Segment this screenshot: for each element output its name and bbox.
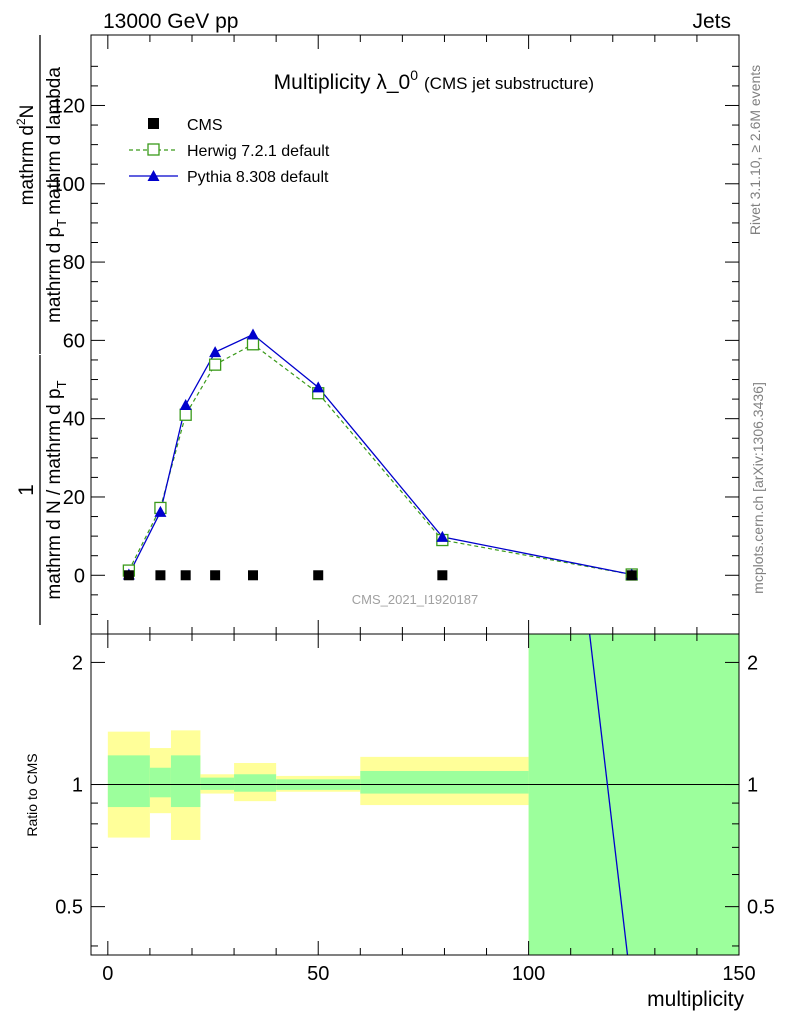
cms-markers — [123, 570, 637, 581]
pythia-point — [312, 381, 325, 393]
y-tick-label-main: 0 — [74, 565, 85, 587]
ratio-pythia-line — [588, 633, 629, 956]
x-tick-label: 0 — [102, 963, 113, 985]
ratio-band-inner-2 — [170, 755, 201, 808]
y-label-factor-num-tail: N — [17, 105, 38, 119]
x-tick-label: 100 — [512, 963, 545, 985]
x-tick-label: 150 — [722, 963, 755, 985]
legend-cms-marker — [148, 118, 159, 129]
y-label-denominator-sub: T — [54, 380, 69, 388]
y-tick-label-ratio-right: 0.5 — [747, 897, 775, 919]
y-tick-label-ratio-right: 1 — [747, 775, 758, 797]
herwig-point — [179, 408, 192, 421]
y-label-numerator: 1 — [15, 484, 38, 496]
chart-subtitle: (CMS jet substructure) — [424, 74, 594, 93]
y-axis-label: 1 mathrm d N / mathrm d pT mathrm d2N ma… — [14, 35, 69, 625]
cms-point — [155, 570, 166, 581]
x-axis-label: multiplicity — [647, 988, 744, 1011]
cms-point — [626, 570, 637, 581]
pythia-point — [209, 346, 222, 358]
ratio-band-inner-6 — [360, 770, 529, 794]
cms-point — [123, 570, 134, 581]
pythia-point — [247, 328, 259, 340]
analysis-watermark: CMS_2021_I1920187 — [352, 592, 479, 607]
y-tick-label-main: 80 — [63, 252, 85, 274]
x-tick-label: 50 — [307, 963, 329, 985]
header-jets: Jets — [692, 10, 731, 33]
y-label-factor-den2: mathrm d lambda — [44, 67, 65, 215]
y-label-denominator-text: mathrm d N / mathrm d p — [44, 388, 65, 599]
rivet-version-text: Rivet 3.1.10, ≥ 2.6M events — [747, 65, 763, 235]
herwig-point — [208, 358, 222, 371]
legend-pythia-label: Pythia 8.308 default — [187, 169, 329, 186]
herwig-point — [246, 338, 260, 351]
y-tick-label-main: 40 — [63, 409, 85, 431]
axis-ticks — [91, 35, 740, 955]
y-tick-label-ratio-right: 2 — [747, 652, 758, 674]
cms-point — [180, 570, 191, 581]
chart-title: Multiplicity λ_00 — [274, 67, 419, 94]
cms-point — [248, 570, 258, 581]
pythia-point — [179, 398, 192, 410]
y-label-factor-num: mathrm d2N — [14, 105, 38, 206]
ratio-band-inner-4 — [234, 774, 277, 792]
y-label-factor-num-sup: 2 — [14, 118, 28, 125]
herwig-series-line — [128, 343, 632, 576]
ratio-band-inner-1 — [149, 767, 171, 798]
ratio-band-inner-7 — [528, 634, 739, 955]
legend-herwig-marker — [147, 143, 160, 156]
chart-title-main: Multiplicity λ_0 — [274, 71, 411, 94]
cms-point — [210, 570, 221, 581]
chart-title-sup: 0 — [410, 67, 418, 83]
ratio-band-inner-0 — [107, 755, 150, 808]
y-tick-label-ratio-left: 0.5 — [55, 897, 83, 919]
header-energy: 13000 GeV pp — [103, 10, 238, 33]
y-label-denominator: mathrm d N / mathrm d pT — [44, 380, 69, 599]
cms-point — [313, 570, 324, 581]
y-label-factor-den1: mathrm d p — [44, 227, 65, 323]
mcplots-reference-text: mcplots.cern.ch [arXiv:1306.3436] — [750, 382, 766, 594]
y-tick-label-main: 120 — [52, 95, 85, 117]
ratio-axis-label: Ratio to CMS — [24, 753, 40, 836]
y-tick-label-main: 60 — [63, 330, 85, 352]
pythia-series-line — [128, 333, 632, 576]
legend: CMS Herwig 7.2.1 default Pythia 8.308 de… — [129, 117, 330, 186]
y-tick-label-ratio-left: 2 — [72, 652, 83, 674]
herwig-markers — [122, 338, 638, 581]
ratio-uncertainty-bands — [107, 634, 739, 955]
ratio-band-inner-3 — [200, 777, 235, 790]
y-tick-label-main: 20 — [63, 487, 85, 509]
legend-cms-label: CMS — [187, 117, 223, 134]
y-label-factor-den1-sub: T — [54, 219, 69, 227]
y-label-factor-den: mathrm d pTmathrm d lambda — [44, 67, 69, 323]
pythia-markers — [122, 328, 638, 580]
y-tick-label-ratio-left: 1 — [72, 775, 83, 797]
cms-point — [437, 570, 448, 581]
y-tick-label-main: 100 — [52, 174, 85, 196]
axis-tick-labels: 0 50 100 150 0 20 40 60 80 100 120 0.5 0.5 1 1 2 2 — [52, 95, 775, 985]
pythia-point — [436, 530, 449, 542]
y-label-factor-num-text: mathrm d — [17, 125, 38, 205]
ratio-plot-frame — [90, 633, 740, 956]
legend-pythia-marker — [147, 170, 160, 181]
pythia-point — [154, 505, 167, 517]
legend-herwig-label: Herwig 7.2.1 default — [187, 143, 330, 160]
